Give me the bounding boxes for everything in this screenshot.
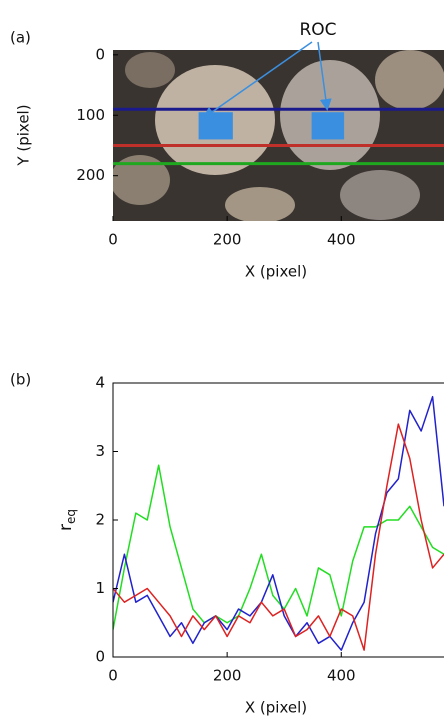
x-axis-label: X (pixel) [245, 699, 307, 717]
y-tick-label: 100 [76, 106, 105, 124]
arrow [317, 41, 332, 111]
y-tick-label: 4 [95, 374, 105, 392]
y-tick-label: 2 [95, 511, 105, 529]
x-tick-label: 400 [327, 667, 356, 685]
y-axis-label: req [56, 509, 78, 531]
panel-label: (b) [10, 371, 31, 389]
x-tick-label: 200 [213, 667, 242, 685]
y-tick-label: 0 [95, 648, 105, 666]
roc-region [198, 112, 233, 140]
series-line [113, 464, 444, 630]
y-tick-label: 1 [95, 579, 105, 597]
y-axis-label: Y (pixel) [15, 104, 33, 166]
roc-region [311, 112, 345, 140]
x-tick-label: 0 [108, 667, 118, 685]
x-axis-label: X (pixel) [245, 263, 307, 281]
x-tick-label: 0 [108, 231, 118, 249]
plot-area [113, 395, 444, 651]
y-tick-label: 3 [95, 442, 105, 460]
panel-label: (a) [10, 29, 31, 47]
y-tick-label: 0 [95, 45, 105, 63]
series-line [113, 423, 444, 651]
photo [113, 50, 444, 221]
x-tick-label: 400 [327, 231, 356, 249]
y-tick-label: 200 [76, 166, 105, 184]
series-line [113, 395, 444, 651]
annotation: ROC [299, 20, 336, 40]
x-tick-label: 200 [213, 231, 242, 249]
arrow [202, 41, 313, 119]
